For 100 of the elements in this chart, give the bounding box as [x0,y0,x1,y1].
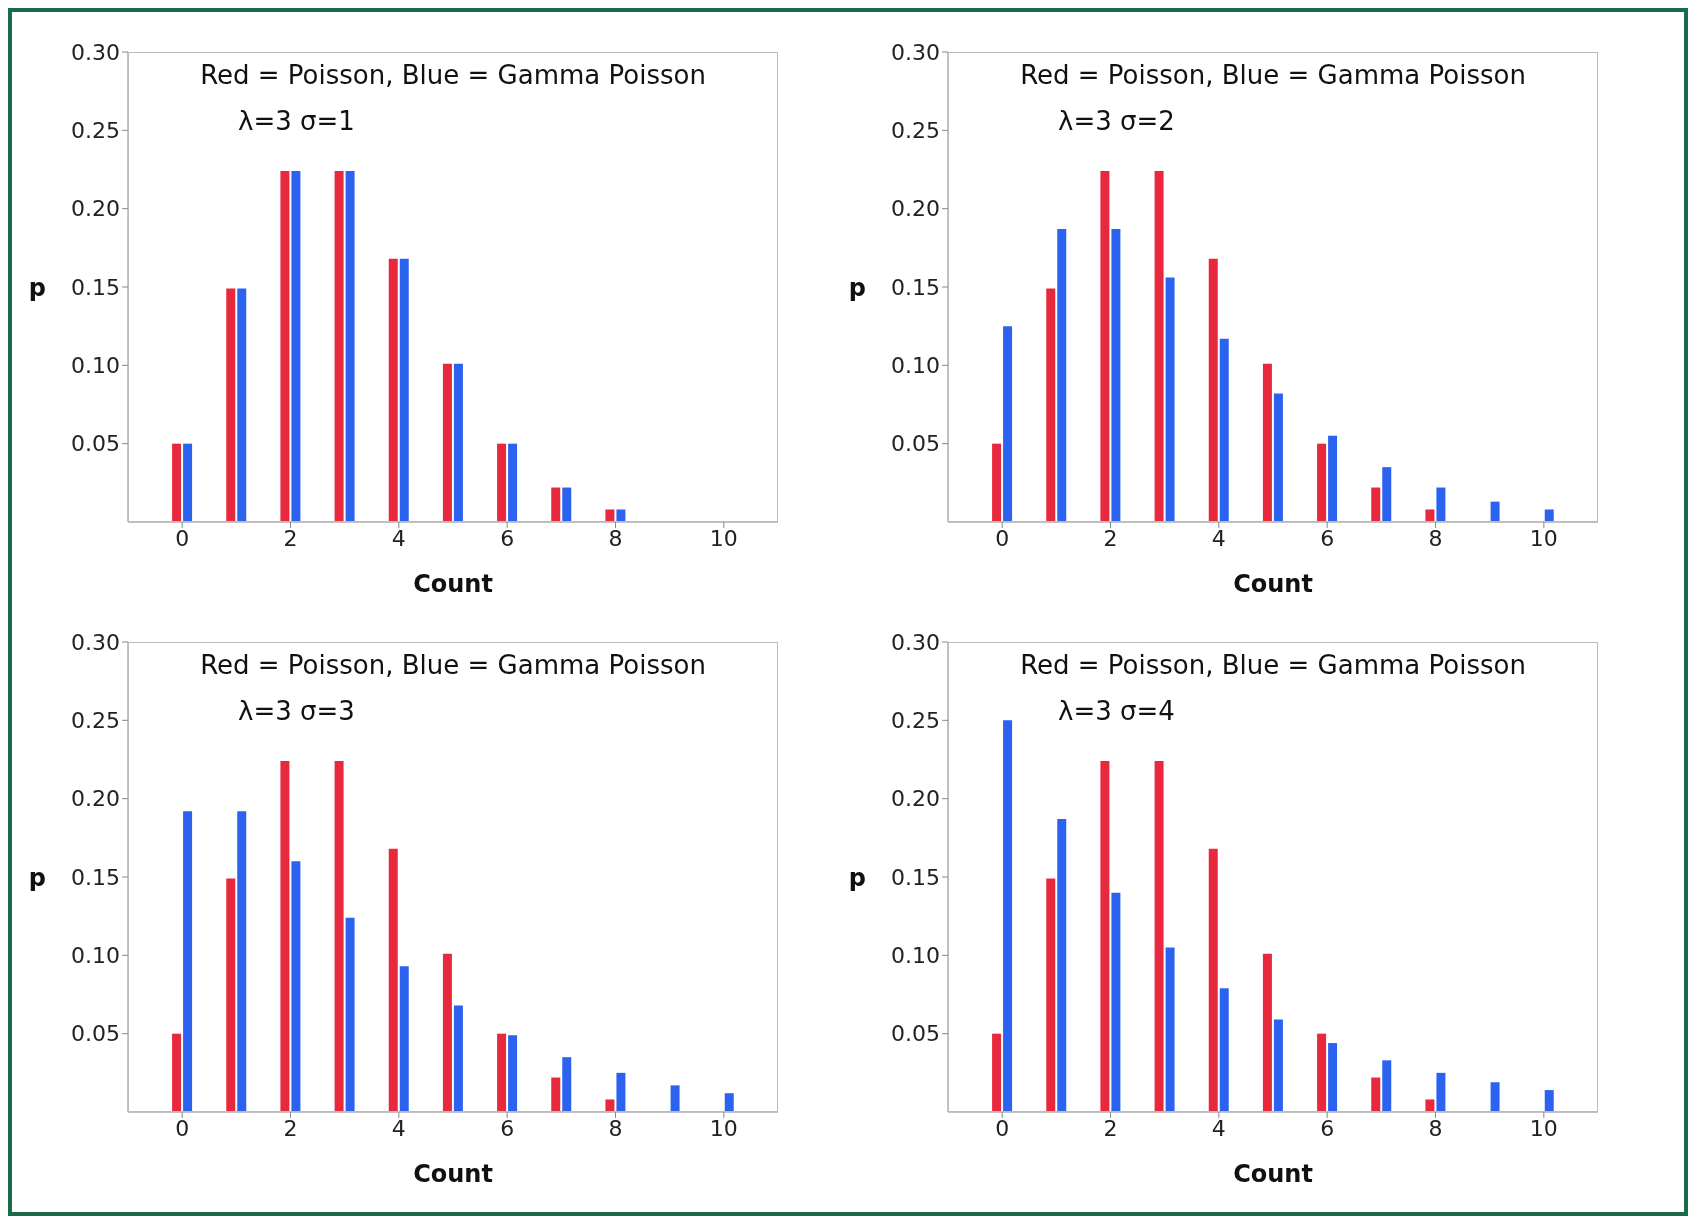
bar [1219,988,1229,1112]
bar [1100,761,1110,1112]
bar [280,761,290,1112]
bar [183,443,193,522]
bar [724,1093,734,1112]
bar [1328,1043,1338,1112]
bar [388,848,398,1112]
x-tick-label: 2 [283,525,298,551]
x-tick-label: 10 [709,1115,738,1141]
y-tick-label: 0.30 [891,39,940,65]
bar [291,861,301,1112]
y-tick-label: 0.05 [891,1021,940,1047]
y-tick-label: 0.15 [71,274,120,300]
x-tick-label: 4 [391,1115,406,1141]
bar [1425,1099,1435,1112]
x-tick-label: 0 [175,1115,190,1141]
text: λ=3 σ=1 [238,106,355,136]
x-tick-label: 0 [995,1115,1010,1141]
y-tick-label: 0.05 [71,431,120,457]
x-tick-label: 2 [1103,525,1118,551]
bar [1425,509,1435,522]
bar [551,487,561,522]
bar [1273,393,1283,522]
x-axis-title: Count [1233,570,1313,598]
text: λ=3 σ=3 [238,696,355,726]
y-tick-label: 0.30 [891,629,940,655]
y-tick-label: 0.10 [891,943,940,969]
chart-title: Red = Poisson, Blue = Gamma Poisson [199,650,707,680]
bar [1046,288,1056,522]
x-axis-title: Count [413,1160,493,1188]
x-tick-label: 2 [283,1115,298,1141]
y-tick-label: 0.25 [71,708,120,734]
bar [237,288,247,522]
bar [388,258,398,522]
bar [442,953,452,1112]
bar [1219,338,1229,522]
bar [1371,487,1381,522]
chart-title: Red = Poisson, Blue = Gamma Poisson [1019,60,1527,90]
x-tick-label: 10 [709,525,738,551]
bar [616,1072,626,1112]
x-tick-label: 8 [1428,525,1443,551]
text: λ=3 σ=2 [1058,106,1175,136]
bar [399,258,409,522]
bar [1273,1019,1283,1112]
bar [1436,487,1446,522]
x-tick-label: 8 [608,1115,623,1141]
y-axis-title: p [28,863,46,892]
bar [497,443,507,522]
y-axis-title: p [28,273,46,302]
x-tick-label: 4 [1211,1115,1226,1141]
x-tick-label: 8 [1428,1115,1443,1141]
bar [1046,878,1056,1112]
y-tick-label: 0.10 [71,943,120,969]
bar [183,811,193,1112]
x-tick-label: 10 [1529,1115,1558,1141]
bar [992,1033,1002,1112]
bar [399,966,409,1112]
y-tick-label: 0.25 [71,118,120,144]
bar [453,363,463,522]
y-tick-label: 0.20 [891,196,940,222]
y-tick-label: 0.20 [71,786,120,812]
bar [1100,171,1110,522]
y-tick-label: 0.25 [891,118,940,144]
bar [992,443,1002,522]
bar [334,761,344,1112]
bar [1382,1060,1392,1112]
chart-title: Red = Poisson, Blue = Gamma Poisson [199,60,707,90]
y-tick-label: 0.20 [71,196,120,222]
bar [1328,435,1338,522]
bar [1154,761,1164,1112]
bar [172,1033,182,1112]
bar [1111,892,1121,1112]
bar [508,1035,518,1112]
bar [237,811,247,1112]
chart-title: Red = Poisson, Blue = Gamma Poisson [1019,650,1527,680]
y-tick-label: 0.20 [891,786,940,812]
y-tick-label: 0.05 [891,431,940,457]
bar [280,171,290,522]
x-tick-label: 6 [500,1115,515,1141]
text: λ=3 σ=4 [1058,696,1175,726]
x-tick-label: 6 [1320,1115,1335,1141]
y-tick-label: 0.10 [71,353,120,379]
y-tick-label: 0.15 [891,864,940,890]
y-tick-label: 0.15 [71,864,120,890]
x-tick-label: 2 [1103,1115,1118,1141]
x-tick-label: 4 [391,525,406,551]
x-axis-title: Count [413,570,493,598]
bar [291,171,301,522]
x-axis-title: Count [1233,1160,1313,1188]
bar [616,509,626,522]
y-tick-label: 0.05 [71,1021,120,1047]
bar [551,1077,561,1112]
bar [1154,171,1164,522]
bar [497,1033,507,1112]
bar [1544,509,1554,522]
y-tick-label: 0.25 [891,708,940,734]
bar [345,171,355,522]
bar [453,1005,463,1112]
bar [1382,467,1392,522]
y-tick-label: 0.30 [71,39,120,65]
